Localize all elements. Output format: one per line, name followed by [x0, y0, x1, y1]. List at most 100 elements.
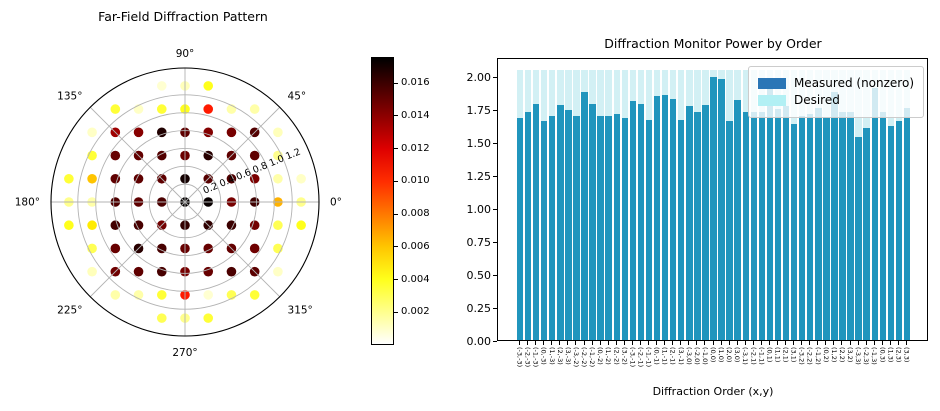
polar-grid-spoke [89, 106, 186, 203]
scatter-point [273, 220, 283, 231]
polar-radial-label: 1.0 [268, 153, 286, 169]
x-tick-label: (1,2) [829, 347, 838, 363]
x-tick-label: (1,1) [773, 347, 782, 363]
polar-boundary [50, 67, 320, 337]
legend-swatch-measured [757, 78, 786, 89]
x-tick-mark [623, 341, 625, 345]
x-tick-label: (2,2) [837, 347, 846, 363]
x-tick-label: (-2,3) [862, 347, 871, 365]
y-tick-label: 1.75 [466, 103, 492, 117]
x-tick-mark [575, 341, 577, 345]
x-tick-label: (-3,-3) [515, 347, 524, 368]
polar-angle-label: 45° [288, 90, 307, 102]
x-tick-mark [704, 341, 706, 345]
bar-measured [815, 107, 822, 340]
scatter-point [249, 104, 260, 114]
scatter-point [110, 290, 121, 300]
scatter-point [133, 266, 144, 277]
x-tick-mark [591, 341, 593, 345]
legend-label-measured: Measured (nonzero) [793, 76, 914, 90]
bar-measured [645, 119, 653, 340]
y-tick-label: 0.25 [466, 301, 492, 315]
x-tick-label: (3,-2) [620, 347, 629, 365]
legend: Measured (nonzero) Desired [747, 66, 924, 118]
scatter-point [249, 150, 260, 161]
x-tick-label: (-2,0) [692, 347, 701, 365]
bar-measured [790, 123, 798, 340]
scatter-point [226, 173, 237, 184]
bar-measured [766, 84, 774, 340]
x-tick-mark [744, 341, 746, 345]
x-tick-mark [865, 341, 867, 345]
x-tick-label: (0,-1) [652, 347, 661, 365]
x-tick-mark [841, 341, 843, 345]
x-tick-label: (0,-2) [596, 347, 605, 365]
x-tick-mark [712, 341, 714, 345]
polar-radial-label: 0.4 [218, 174, 236, 190]
scatter-point [87, 220, 97, 231]
x-tick-label: (1,-2) [604, 347, 613, 365]
x-tick-mark [905, 341, 907, 345]
x-tick-mark [696, 341, 698, 345]
x-tick-mark [889, 341, 891, 345]
bar-measured [540, 121, 548, 340]
x-tick-mark [664, 341, 666, 345]
x-tick-label: (0,0) [709, 347, 717, 363]
x-tick-mark [688, 341, 690, 345]
x-tick-label: (-3,0) [684, 347, 693, 365]
colorbar-tick-label: 0.006 [401, 240, 430, 252]
polar-angle-label: 180° [15, 197, 40, 209]
x-tick-mark [551, 341, 553, 345]
x-tick-mark [535, 341, 537, 345]
x-tick-mark [519, 341, 521, 345]
x-tick-label: (-1,-1) [644, 347, 653, 368]
colorbar-tick-label: 0.002 [401, 306, 430, 318]
bar-measured [589, 103, 596, 340]
bar-measured [613, 114, 620, 340]
scatter-point [273, 173, 283, 184]
colorbar-tick-label: 0.008 [401, 208, 430, 220]
bar-measured [629, 101, 637, 340]
x-tick-mark [728, 341, 730, 345]
x-tick-label: (-1,0) [700, 347, 709, 365]
scatter-point [273, 127, 283, 138]
y-tick-mark [493, 307, 497, 309]
colorbar-tick-mark [394, 82, 398, 84]
x-tick-mark [543, 341, 545, 345]
polar-plot: 0° 45° 90° 135° 180° 225° 270° 315° 0.20.40.60.8… [15, 48, 342, 359]
scatter-point [133, 173, 144, 184]
polar-radial-label: 0.6 [235, 167, 253, 183]
bar-measured [831, 91, 838, 340]
scatter-point [110, 173, 121, 184]
x-tick-label: (1,-3) [547, 347, 556, 365]
bar-measured [879, 111, 886, 340]
bar-measured [847, 111, 854, 340]
scatter-point [203, 127, 214, 138]
x-tick-label: (-2,1) [749, 347, 758, 365]
colorbar-tick-mark [394, 279, 398, 281]
x-tick-mark [639, 341, 641, 345]
scatter-point [133, 220, 144, 231]
x-tick-label: (-1,-2) [588, 347, 597, 368]
y-tick-label: 2.00 [466, 70, 492, 84]
y-tick-mark [493, 175, 497, 177]
y-tick-mark [493, 241, 497, 243]
bar-measured [605, 115, 612, 340]
polar-radial-label: 0.8 [251, 160, 269, 176]
scatter-point [249, 173, 260, 184]
x-tick-label: (0,1) [765, 347, 774, 363]
y-tick-label: 1.25 [466, 169, 492, 183]
x-tick-label: (-1,-3) [531, 347, 540, 368]
scatter-point [203, 313, 214, 323]
x-tick-label: (3,2) [846, 347, 855, 363]
x-tick-label: (0,2) [821, 347, 830, 363]
legend-swatch-desired [757, 95, 786, 106]
x-tick-mark [897, 341, 899, 345]
x-tick-label: (-2,-3) [523, 347, 532, 368]
scatter-point [133, 127, 144, 138]
x-tick-mark [849, 341, 851, 345]
y-tick-label: 0.50 [466, 268, 492, 282]
x-tick-label: (-2,-1) [636, 347, 645, 368]
x-tick-label: (2,-2) [612, 347, 621, 365]
polar-angle-label: 315° [288, 304, 313, 316]
